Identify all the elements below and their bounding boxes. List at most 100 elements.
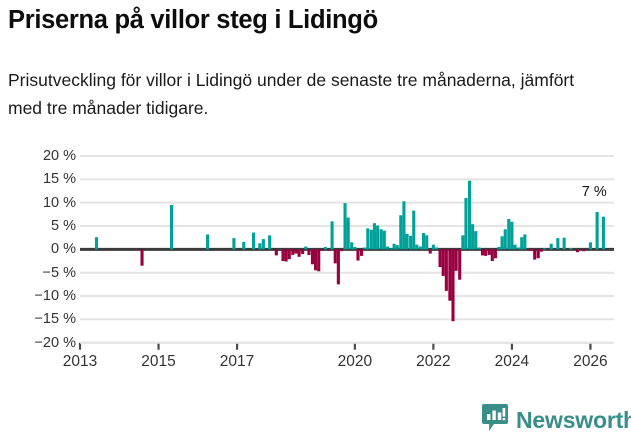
- chart-bar: [562, 237, 566, 250]
- chart-bar: [363, 247, 367, 250]
- chart-bar: [588, 242, 592, 250]
- chart-bar: [359, 249, 364, 256]
- x-axis-tick-label: 2022: [416, 353, 451, 370]
- chart-bar: [434, 247, 439, 250]
- y-axis-tick-label: 0 %: [51, 241, 76, 258]
- chart-bar: [242, 241, 246, 250]
- chart-bar: [497, 247, 501, 250]
- chart-bar: [480, 249, 485, 256]
- chart-bar: [441, 249, 445, 276]
- chart-bar: [556, 238, 560, 250]
- y-axis-tick-label: 10 %: [42, 194, 76, 211]
- x-axis-tick-label: 2026: [573, 353, 608, 370]
- bar-chart-plot: [78, 155, 614, 350]
- y-axis-tick-label: −15 %: [34, 311, 76, 328]
- chart-bar: [464, 198, 468, 250]
- chart-bar: [284, 249, 288, 262]
- chart-bar: [327, 249, 331, 251]
- chart-bar: [520, 237, 524, 250]
- chart-bar: [595, 212, 599, 250]
- chart-bar: [372, 223, 377, 250]
- chart-bar: [549, 243, 553, 250]
- chart-bar: [320, 249, 324, 251]
- x-axis-tick-label: 2024: [494, 353, 530, 370]
- chart-bar: [291, 249, 295, 255]
- chart-bar: [389, 248, 393, 250]
- chart-bar: [474, 231, 478, 250]
- chart-bar: [451, 249, 455, 322]
- chart-bar: [523, 234, 527, 250]
- chart-bar: [575, 249, 580, 253]
- chart-bar: [350, 242, 354, 250]
- chart-bar: [330, 221, 334, 250]
- chart-bar: [484, 249, 488, 256]
- x-axis-tick-label: 2020: [337, 353, 373, 370]
- chart-bar: [428, 249, 432, 254]
- chart-bar: [582, 249, 586, 252]
- chart-bar: [526, 249, 530, 251]
- chart-bar: [477, 247, 481, 250]
- chart-bar: [422, 233, 426, 250]
- chart-bar: [274, 249, 278, 256]
- chart-bar: [412, 210, 416, 250]
- chart-bar: [304, 246, 308, 250]
- chart-bar: [297, 249, 301, 257]
- value-callout-label: 7 %: [581, 184, 607, 200]
- y-axis-tick-label: −20 %: [34, 334, 76, 351]
- chart-bar: [94, 237, 99, 250]
- chart-bar: [569, 247, 573, 250]
- chart-bar: [310, 249, 314, 265]
- chart-bar: [513, 244, 517, 250]
- y-axis-labels: 20 % 15 % 10 % 5 % 0 % −5 % −10 % −15 % −20 %: [0, 145, 76, 395]
- bar-chart-speech-bubble-icon: [482, 404, 508, 437]
- chart-bar: [529, 249, 534, 251]
- chart-bar: [415, 244, 419, 250]
- chart-bar: [258, 243, 262, 250]
- y-axis-tick-label: −5 %: [42, 264, 76, 281]
- chart-bar: [206, 234, 210, 250]
- page-title: Priserna på villor steg i Lidingö: [8, 6, 378, 34]
- x-axis-tick-label: 2015: [141, 353, 176, 370]
- chart-bar: [542, 248, 547, 250]
- page-subtitle: Prisutveckling för villor i Lidingö unde…: [8, 70, 575, 118]
- chart-bar: [425, 235, 429, 250]
- chart-bar: [510, 221, 514, 250]
- chart-bar: [490, 249, 494, 262]
- chart-bar: [376, 225, 380, 250]
- chart-bar: [346, 217, 350, 250]
- chart-bar: [323, 247, 327, 250]
- chart-bar: [382, 230, 386, 250]
- chart-bar: [356, 249, 360, 261]
- chart-bar: [294, 249, 298, 254]
- chart-bar: [405, 233, 409, 250]
- chart-bar: [287, 249, 291, 260]
- chart-bar: [448, 249, 452, 301]
- chart-bar: [493, 249, 497, 259]
- chart-bar: [353, 247, 357, 250]
- chart-bar: [379, 229, 383, 250]
- chart-bar: [343, 203, 347, 250]
- chart-bar: [301, 249, 305, 255]
- y-axis-tick-label: 5 %: [51, 218, 76, 234]
- chart-bar: [444, 249, 448, 291]
- newsworthy-logo[interactable]: Newsworthy: [482, 404, 631, 437]
- x-axis-tick-label: 2017: [219, 353, 255, 370]
- y-axis-tick-label: −10 %: [34, 288, 76, 305]
- y-axis-tick-label: 20 %: [42, 148, 76, 164]
- chart-bar: [169, 205, 174, 250]
- chart-bar: [517, 247, 521, 250]
- chart-bar: [601, 216, 605, 250]
- chart-bar: [507, 219, 511, 250]
- chart-bar: [409, 235, 413, 250]
- chart-bar: [268, 235, 272, 250]
- chart-bar: [539, 249, 543, 252]
- chart-bar: [438, 249, 442, 268]
- chart-bar: [392, 243, 396, 250]
- chart-bar: [418, 246, 422, 250]
- chart-bar: [533, 249, 537, 260]
- chart-bar: [307, 249, 311, 255]
- chart-bar: [395, 245, 399, 250]
- chart-bar: [385, 246, 389, 250]
- chart-bar: [232, 238, 236, 250]
